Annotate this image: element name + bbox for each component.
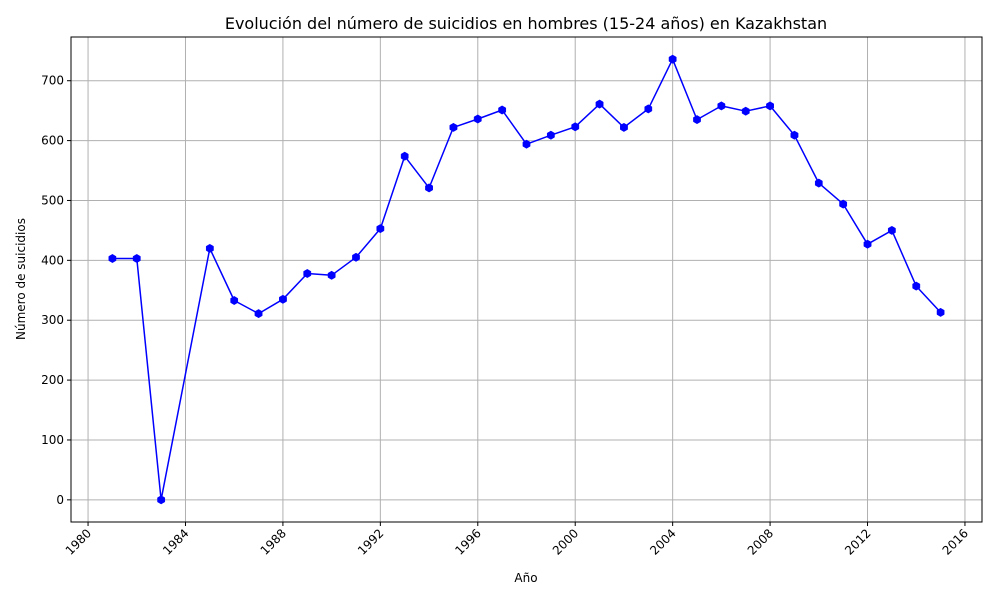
data-point — [376, 224, 385, 234]
data-point — [303, 269, 312, 278]
x-tick-label: 2008 — [745, 526, 776, 557]
data-point — [644, 104, 653, 114]
x-tick-label: 1984 — [160, 526, 191, 557]
x-tick-label: 2012 — [842, 526, 873, 557]
x-tick-label: 2000 — [550, 526, 581, 557]
plot-frame — [70, 36, 983, 523]
data-point — [108, 254, 117, 263]
data-point — [571, 122, 580, 132]
y-tick-label: 400 — [41, 253, 64, 267]
y-tick-label: 0 — [56, 493, 64, 507]
data-point — [912, 281, 921, 291]
data-point — [473, 114, 482, 124]
y-tick-label: 100 — [41, 433, 64, 447]
data-point — [887, 225, 896, 235]
data-point — [254, 309, 263, 319]
data-point — [595, 99, 604, 109]
x-tick-label: 1988 — [258, 526, 289, 557]
data-point — [620, 122, 628, 132]
data-point — [279, 294, 287, 304]
data-point — [839, 199, 848, 209]
series-layer — [108, 54, 945, 505]
y-tick-label: 500 — [41, 193, 64, 207]
data-point — [790, 130, 799, 140]
x-axis: 1980 1984 1988 1992 1996 2000 2004 2008 2012 2016 — [63, 522, 971, 558]
y-axis-label: Número de suicidios — [14, 218, 28, 340]
y-tick-label: 600 — [41, 134, 64, 148]
data-point — [157, 495, 166, 505]
y-tick-label: 700 — [41, 74, 64, 88]
data-point — [668, 54, 677, 64]
series-line — [112, 58, 942, 501]
data-point — [766, 101, 774, 111]
data-point — [230, 296, 239, 305]
x-axis-label: Año — [514, 571, 537, 585]
data-point — [546, 130, 555, 140]
data-point — [814, 178, 823, 188]
data-point — [741, 106, 750, 116]
x-tick-label: 1992 — [355, 526, 386, 557]
y-axis: 0 100 200 300 400 500 600 700 — [41, 74, 71, 507]
chart-title: Evolución del número de suicidios en hom… — [225, 14, 827, 33]
y-tick-label: 300 — [41, 313, 64, 327]
data-point — [717, 101, 726, 111]
data-point — [498, 105, 507, 115]
data-point — [205, 243, 214, 253]
x-tick-label: 1996 — [452, 526, 483, 557]
data-point — [352, 252, 360, 262]
data-point — [425, 183, 433, 193]
data-point — [400, 151, 409, 161]
grid-lines — [71, 37, 982, 522]
data-point — [327, 270, 336, 280]
data-point — [863, 239, 872, 249]
data-point — [522, 139, 531, 149]
x-tick-label: 2016 — [940, 526, 971, 557]
x-tick-label: 2004 — [647, 526, 678, 557]
y-tick-label: 200 — [41, 373, 64, 387]
data-point — [132, 254, 141, 263]
data-point — [936, 307, 945, 317]
x-tick-label: 1980 — [63, 526, 94, 557]
data-point — [449, 122, 458, 132]
data-point — [693, 115, 701, 125]
